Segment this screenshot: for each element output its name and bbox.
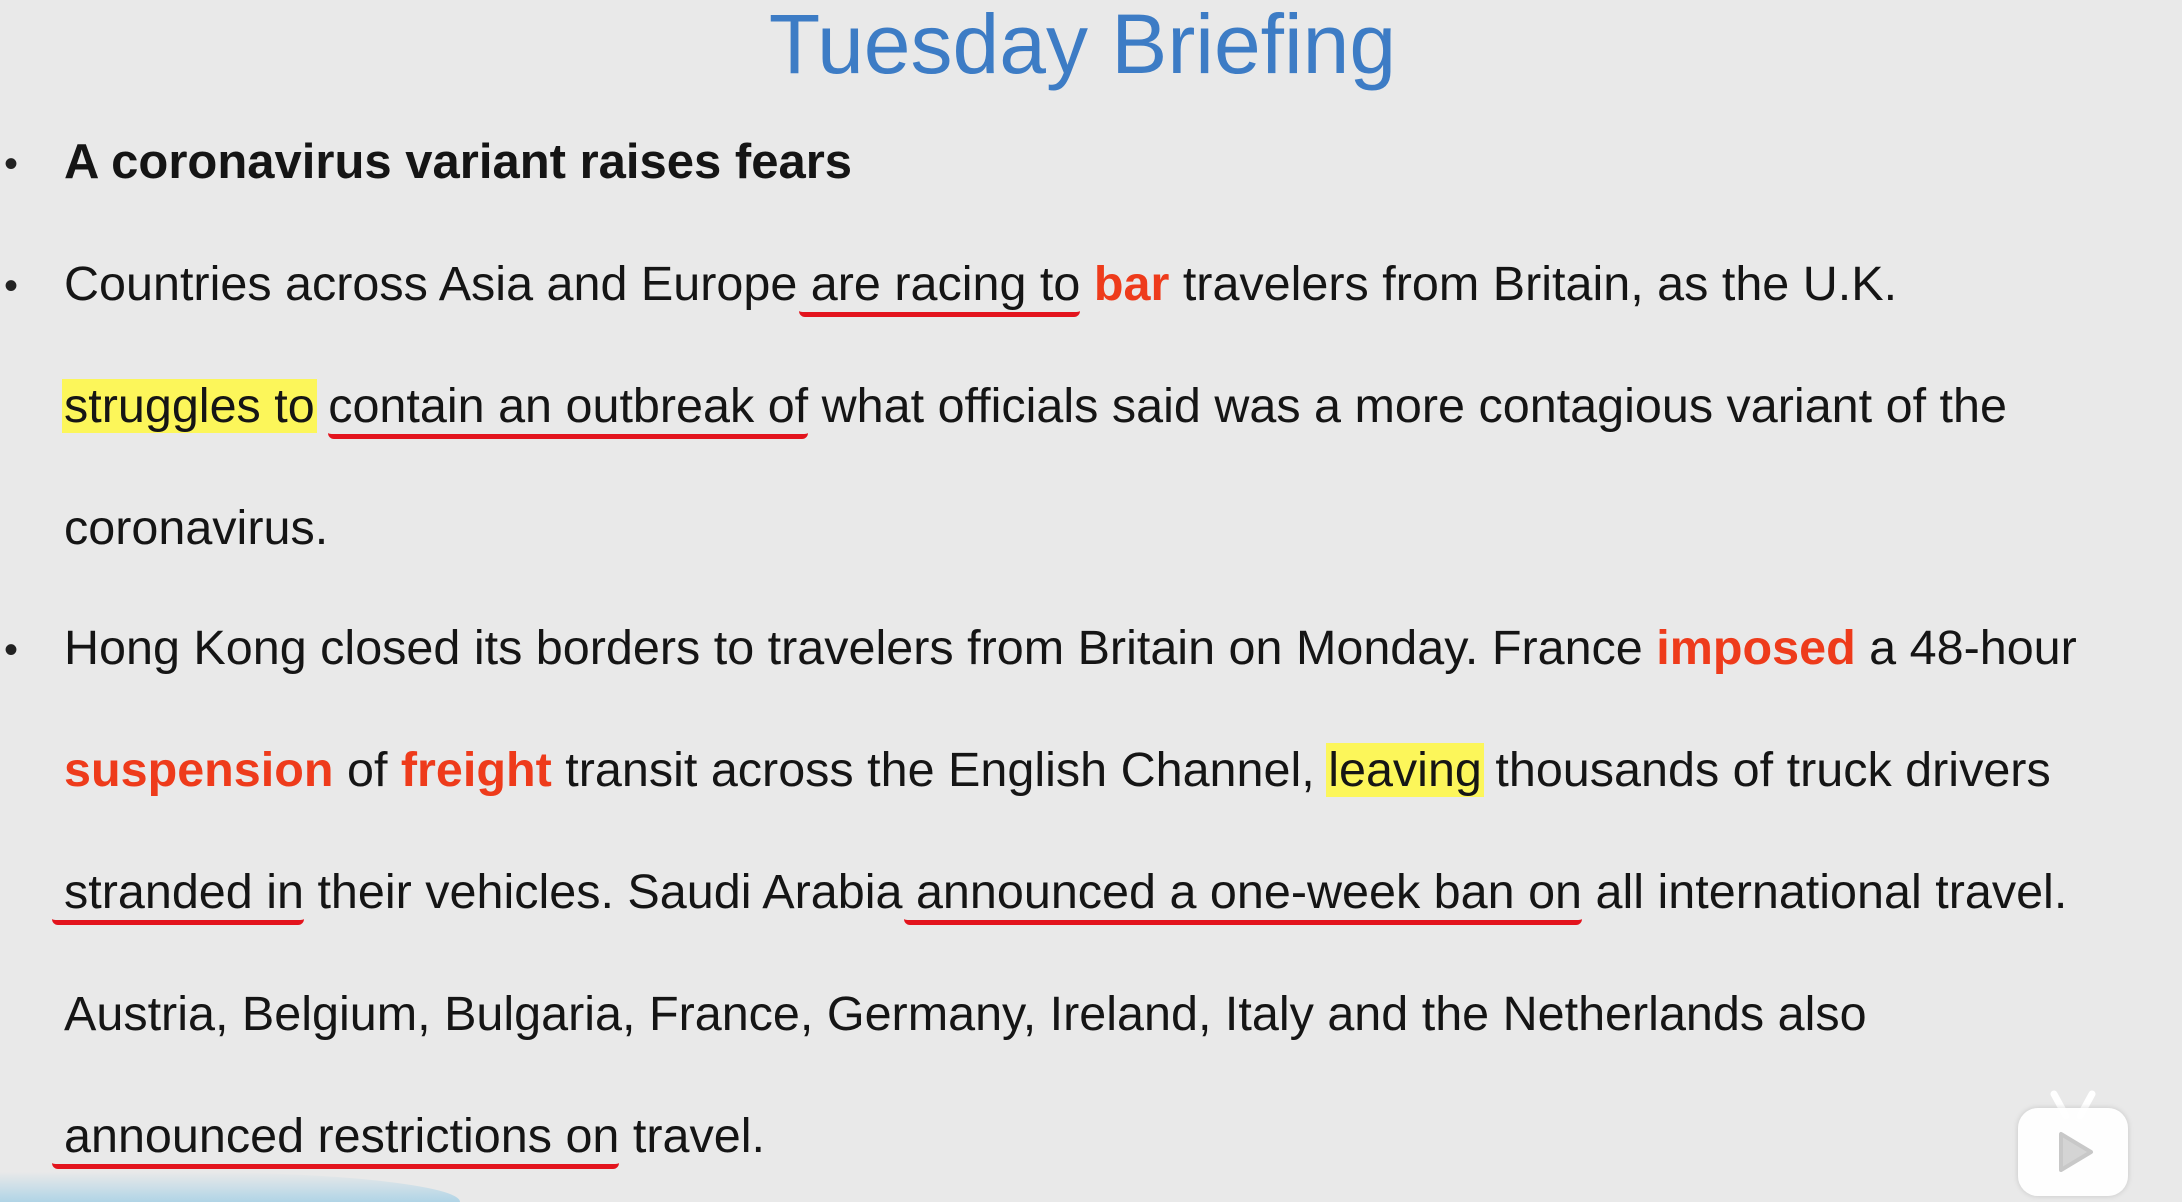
page-title: Tuesday Briefing xyxy=(768,0,1397,91)
play-triangle-icon xyxy=(2059,1132,2093,1172)
text: travelers from Britain, as the U.K. xyxy=(1169,257,1898,311)
space xyxy=(1080,257,1093,311)
underlined-phrase: are racing to xyxy=(798,257,1081,317)
headline: A coronavirus variant raises fears xyxy=(64,135,853,189)
paragraph-1-line-2: struggles to contain an outbreak of what… xyxy=(62,376,2007,439)
bullet-3: • xyxy=(4,628,19,672)
bullet-1: • xyxy=(4,142,19,186)
text: what officials said was a more contagiou… xyxy=(808,379,2007,433)
text: of xyxy=(333,743,401,797)
paragraph-2-line-3: stranded in their vehicles. Saudi Arabia… xyxy=(52,862,2068,925)
paragraph-1-line-3: coronavirus. xyxy=(64,501,329,555)
bullet-2: • xyxy=(4,264,19,308)
underlined-phrase: announced restrictions on xyxy=(52,1109,620,1169)
decorative-water-strip xyxy=(0,1172,460,1202)
emphasis-word: bar xyxy=(1093,257,1170,311)
paragraph-1-line-1: Countries across Asia and Europe are rac… xyxy=(64,254,1898,317)
paragraph-2-line-5: announced restrictions on travel. xyxy=(52,1106,765,1169)
text: thousands of truck drivers xyxy=(1481,743,2051,797)
text: their vehicles. Saudi Arabia xyxy=(303,865,916,919)
emphasis-word: imposed xyxy=(1656,621,1856,675)
text: Countries across Asia and Europe xyxy=(64,257,811,311)
paragraph-2-line-2: suspension of freight transit across the… xyxy=(64,740,2051,800)
highlighted-phrase: leaving xyxy=(1326,743,1484,797)
play-logo-icon[interactable] xyxy=(2018,1108,2128,1196)
text: travel. xyxy=(619,1109,765,1163)
emphasis-word: freight xyxy=(400,743,552,797)
text: all international travel. xyxy=(1582,865,2068,919)
highlighted-phrase: struggles to xyxy=(62,379,317,433)
paragraph-2-line-4: Austria, Belgium, Bulgaria, France, Germ… xyxy=(64,987,1867,1041)
text: Hong Kong closed its borders to traveler… xyxy=(64,621,1657,675)
underlined-phrase: announced a one-week ban on xyxy=(903,865,1583,925)
paragraph-2-line-1: Hong Kong closed its borders to traveler… xyxy=(64,618,2077,678)
underlined-phrase: stranded in xyxy=(52,865,304,925)
emphasis-word: suspension xyxy=(64,743,334,797)
space xyxy=(315,379,328,433)
text: transit across the English Channel, xyxy=(551,743,1329,797)
text: a 48-hour xyxy=(1855,621,2077,675)
underlined-phrase: contain an outbreak of xyxy=(328,379,809,439)
